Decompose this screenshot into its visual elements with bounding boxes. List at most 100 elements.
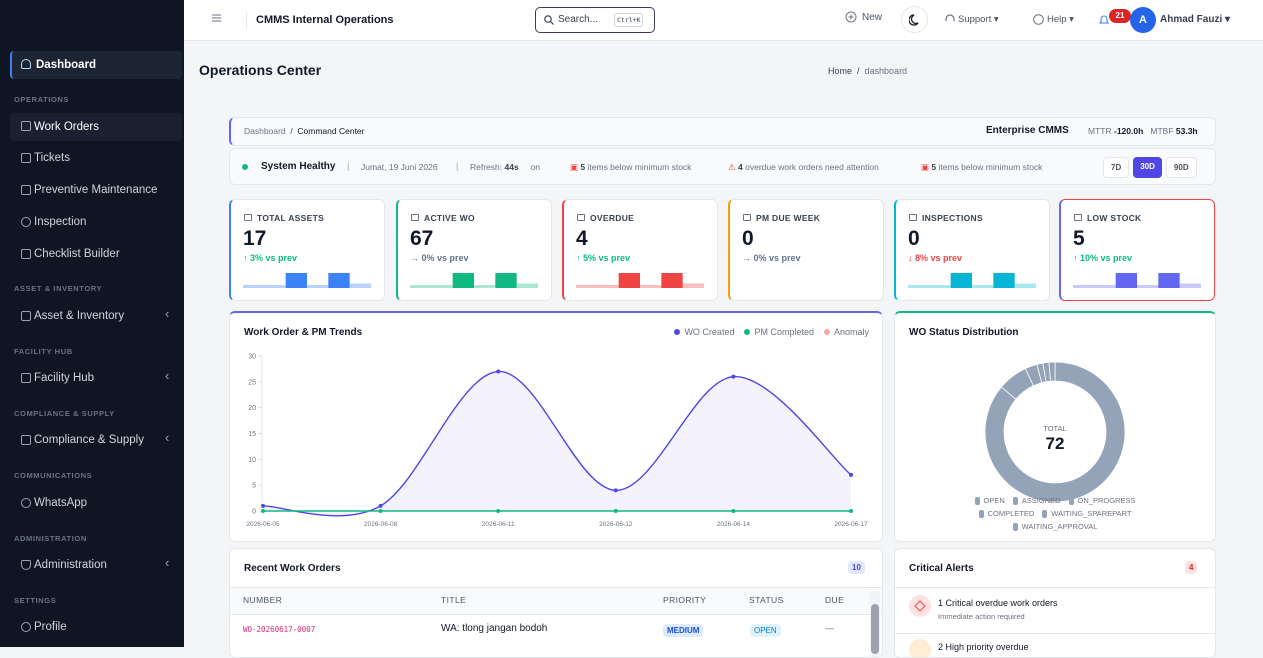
text: overdue work orders need attention [745,162,879,172]
toggle[interactable]: on [530,162,540,172]
nav-item[interactable]: Profile [34,621,67,633]
icon [21,435,31,445]
nav-item[interactable]: Checklist Builder [34,248,120,260]
kpi-card[interactable]: PM DUE WEEK 0 → 0% vs prev [728,199,884,301]
nav-item[interactable]: Work Orders [34,121,99,133]
scrollbar [870,591,880,657]
icon [21,153,31,163]
label: MTBF [1150,126,1174,136]
legend-item[interactable]: WAITING_APPROVAL [1012,522,1097,531]
legend-item[interactable]: OPEN [974,496,1005,505]
legend-item[interactable]: WAITING_SPAREPART [1042,509,1131,518]
icon [21,560,31,570]
kpi-change: ↑ 5% vs prev [576,253,631,263]
spark-bar [1137,285,1159,288]
donut-segment [984,361,1126,503]
wo-number[interactable]: WO-20260617-0007 [243,625,316,634]
column-header: STATUS [749,595,784,605]
user-name: Ahmad Fauzi [1160,14,1223,25]
kpi-label: LOW STOCK [1087,213,1142,223]
section-title: OPERATIONS [14,95,70,104]
spark-bar [1158,273,1180,288]
spark-bar [328,273,350,288]
nav-item[interactable]: Dashboard [36,59,97,71]
crumb: Command Center [297,126,365,136]
kpi-label: INSPECTIONS [922,213,983,223]
label: MTTR [1088,126,1112,136]
due: — [825,623,834,633]
avatar[interactable]: A [1130,7,1156,33]
sparkline [1073,273,1201,288]
status: System Healthy [261,161,336,172]
range-button[interactable]: 7D [1103,157,1130,178]
nav-item[interactable]: Administration [34,559,107,571]
nav-item[interactable]: Asset & Inventory [34,310,125,322]
legend-item[interactable]: ASSIGNED [1012,496,1061,505]
alert-icon [909,595,931,617]
column-header: DUE [825,595,845,605]
legend-item[interactable]: PM Completed [744,327,814,337]
user-menu[interactable]: Ahmad Fauzi ▾ [1160,14,1231,25]
new-button[interactable]: New [862,12,883,23]
kpi-icon [1074,214,1082,221]
value: -120.0h [1113,126,1144,136]
count-badge: 4 [1185,561,1198,574]
section-title: ADMINISTRATION [14,534,87,543]
legend-item[interactable]: WO Created [674,327,734,337]
alert-icon [909,639,931,657]
data-point [849,509,853,513]
alert-title[interactable]: 1 Critical overdue work orders [938,598,1058,608]
nav-item[interactable]: WhatsApp [34,497,88,509]
section-title: SETTINGS [14,596,57,605]
status-badge: OPEN [750,624,781,637]
section-title: FACILITY HUB [14,347,73,356]
diamond [914,600,926,612]
kpi-card[interactable]: OVERDUE 4 ↑ 5% vs prev [562,199,718,301]
spark-bar [908,285,930,288]
nav-item[interactable]: Tickets [34,152,70,164]
data-point [731,509,736,513]
kpi-card[interactable]: LOW STOCK 5 ↑ 10% vs prev [1059,199,1215,301]
crumb[interactable]: Home [828,66,853,76]
help-menu[interactable]: Help ▾ [1047,14,1074,25]
active-item[interactable] [10,51,182,79]
kpi-change: ↑ 3% vs prev [243,253,298,263]
data-point [496,369,501,374]
kpi-label: PM DUE WEEK [756,213,821,223]
spark-bar [264,285,286,288]
kpi-label: TOTAL ASSETS [257,213,325,223]
crumb[interactable]: Dashboard [244,126,286,136]
spark-bar [1094,285,1116,288]
theme-toggle[interactable] [901,6,928,33]
headset-icon [945,14,955,21]
spark-bar [929,285,951,288]
menu-button[interactable] [212,14,221,22]
alert-title[interactable]: 2 High priority overdue [938,642,1029,652]
kpi-card[interactable]: INSPECTIONS 0 ↓ 8% vs prev [894,199,1050,301]
range-button[interactable]: 90D [1165,157,1197,178]
legend-item[interactable]: COMPLETED [978,509,1034,518]
donut-card: WO Status Distribution TOTAL 72 OPEN ASSI… [894,311,1216,542]
notification-badge: 21 [1109,9,1131,23]
sep: | [347,161,350,171]
nav-item[interactable]: Preventive Maintenance [34,184,158,196]
kpi-card[interactable]: TOTAL ASSETS 17 ↑ 3% vs prev [229,199,385,301]
nav-item[interactable]: Compliance & Supply [34,434,144,446]
value: 53.3h [1175,126,1198,136]
kpi-card[interactable]: ACTIVE WO 67 → 0% vs prev [396,199,552,301]
spark-bar [576,285,598,288]
table-header [230,587,882,615]
legend-item[interactable]: Anomaly [823,327,869,337]
data-point [378,503,383,508]
search-box[interactable]: Search... Ctrl+K [535,7,655,33]
legend-label: ON_PROGRESS [1077,496,1136,505]
legend-item[interactable]: ON_PROGRESS [1068,496,1136,505]
nav-item[interactable]: Facility Hub [34,372,95,384]
range-button[interactable]: 30D [1133,157,1162,178]
nav-item[interactable]: Inspection [34,216,87,228]
support-menu[interactable]: Support ▾ [958,14,999,25]
legend-dot [823,329,830,335]
value: 44s [504,162,519,172]
scroll-thumb[interactable] [871,604,879,654]
bell-icon[interactable] [1099,14,1109,25]
